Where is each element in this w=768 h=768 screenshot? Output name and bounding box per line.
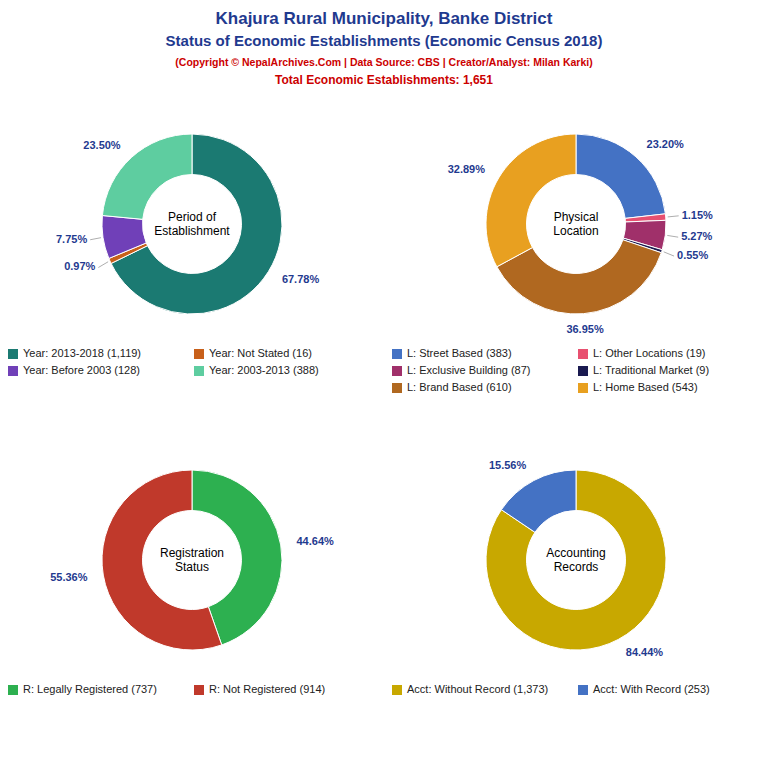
legend-entry: Year: 2013-2018 (1,119) <box>23 347 141 359</box>
leader-line <box>668 216 679 217</box>
legend-swatch <box>392 685 402 695</box>
legend-swatch <box>578 685 588 695</box>
legend-entry: L: Other Locations (19) <box>593 347 706 359</box>
title: Khajura Rural Municipality, Banke Distri… <box>216 9 553 28</box>
annotation: (Copyright © NepalArchives.Com | Data So… <box>175 56 592 68</box>
legend-swatch <box>194 366 204 376</box>
donut-chart: Period ofEstablishment 67.78% 0.97% 7.75% 23… <box>8 134 319 376</box>
legend-entry: L: Exclusive Building (87) <box>407 364 531 376</box>
data-label: 36.95% <box>566 323 604 335</box>
subtitle: Status of Economic Establishments (Econo… <box>166 32 603 49</box>
data-label: 0.55% <box>677 249 708 261</box>
background <box>0 0 768 768</box>
legend-entry: Year: Not Stated (16) <box>209 347 312 359</box>
leader-line <box>90 238 101 240</box>
data-label: 0.97% <box>64 260 95 272</box>
legend-swatch <box>578 366 588 376</box>
legend-entry: Acct: Without Record (1,373) <box>407 683 548 695</box>
data-label: 15.56% <box>489 459 527 471</box>
data-label: 84.44% <box>626 646 664 658</box>
donut-slice <box>501 470 576 532</box>
legend-entry: Year: Before 2003 (128) <box>23 364 140 376</box>
data-label: 32.89% <box>448 163 486 175</box>
leader-line <box>98 262 108 268</box>
chart-canvas: Khajura Rural Municipality, Banke Distri… <box>0 0 768 768</box>
center-label: Period ofEstablishment <box>154 210 230 238</box>
center-label: RegistrationStatus <box>160 546 224 574</box>
legend-swatch <box>194 685 204 695</box>
legend-swatch <box>392 366 402 376</box>
donut-chart: PhysicalLocation 23.20% 1.15% 5.27% 0.55% 36.… <box>392 134 713 393</box>
donut-slice <box>486 134 576 267</box>
data-label: 7.75% <box>56 233 87 245</box>
data-label: 23.50% <box>83 139 121 151</box>
data-label: 44.64% <box>297 535 335 547</box>
annotation: Total Economic Establishments: 1,651 <box>275 73 493 87</box>
legend-entry: L: Home Based (543) <box>593 381 698 393</box>
legend-entry: Acct: With Record (253) <box>593 683 710 695</box>
donut-slice <box>486 470 666 650</box>
data-label: 23.20% <box>647 138 685 150</box>
data-label: 1.15% <box>682 209 713 221</box>
donut-chart: AccountingRecords 84.44% 15.56% Acct: Witho… <box>392 459 710 695</box>
center-label: PhysicalLocation <box>553 210 598 238</box>
legend-swatch <box>392 349 402 359</box>
legend-swatch <box>8 685 18 695</box>
legend-entry: L: Traditional Market (9) <box>593 364 709 376</box>
legend-swatch <box>194 349 204 359</box>
donut-slice <box>102 470 222 650</box>
legend-swatch <box>8 366 18 376</box>
legend-entry: L: Street Based (383) <box>407 347 512 359</box>
leader-line <box>667 235 678 237</box>
legend-swatch <box>392 383 402 393</box>
donut-chart: RegistrationStatus 44.64% 55.36% R: Legally… <box>8 470 334 695</box>
legend-entry: R: Legally Registered (737) <box>23 683 157 695</box>
leader-line <box>664 252 674 256</box>
legend-swatch <box>578 349 588 359</box>
data-label: 55.36% <box>50 571 88 583</box>
legend-swatch <box>8 349 18 359</box>
donut-slice <box>102 216 146 259</box>
legend-entry: R: Not Registered (914) <box>209 683 325 695</box>
legend-entry: Year: 2003-2013 (388) <box>209 364 319 376</box>
data-label: 67.78% <box>282 273 320 285</box>
legend-entry: L: Brand Based (610) <box>407 381 512 393</box>
data-label: 5.27% <box>681 230 712 242</box>
legend-swatch <box>578 383 588 393</box>
center-label: AccountingRecords <box>546 546 605 574</box>
